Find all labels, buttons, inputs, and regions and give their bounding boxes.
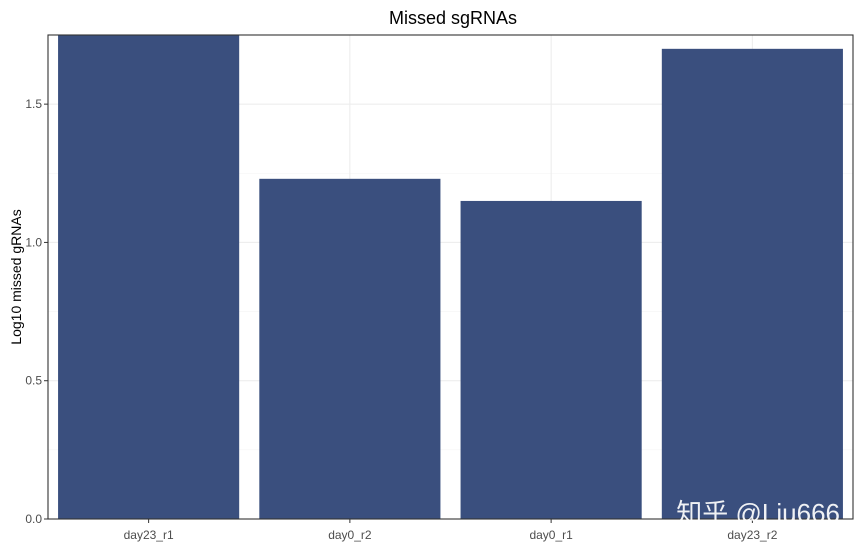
y-axis: 0.0 0.5 1.0 1.5 (25, 97, 48, 526)
y-axis-title: Log10 missed gRNAs (8, 209, 24, 344)
y-tick-label: 0.0 (25, 512, 42, 526)
bars-group (58, 35, 843, 519)
bar-day0_r1 (460, 200, 642, 519)
x-tick-label: day0_r2 (328, 528, 372, 542)
bar-day23_r1 (58, 35, 240, 519)
y-tick-label: 1.5 (25, 97, 42, 111)
y-tick-label: 0.5 (25, 374, 42, 388)
bar-day0_r2 (259, 178, 441, 519)
x-tick-label: day0_r1 (529, 528, 573, 542)
x-axis: day23_r1 day0_r2 day0_r1 day23_r2 (124, 519, 778, 542)
panel-border (47, 34, 854, 520)
watermark-text: 知乎 @Liu666 (676, 498, 840, 528)
x-tick-label: day23_r2 (727, 528, 777, 542)
y-tick-label: 1.0 (25, 235, 42, 249)
x-tick-label: day23_r1 (124, 528, 174, 542)
bar-day23_r2 (661, 48, 843, 519)
chart-title: Missed sgRNAs (389, 8, 517, 28)
